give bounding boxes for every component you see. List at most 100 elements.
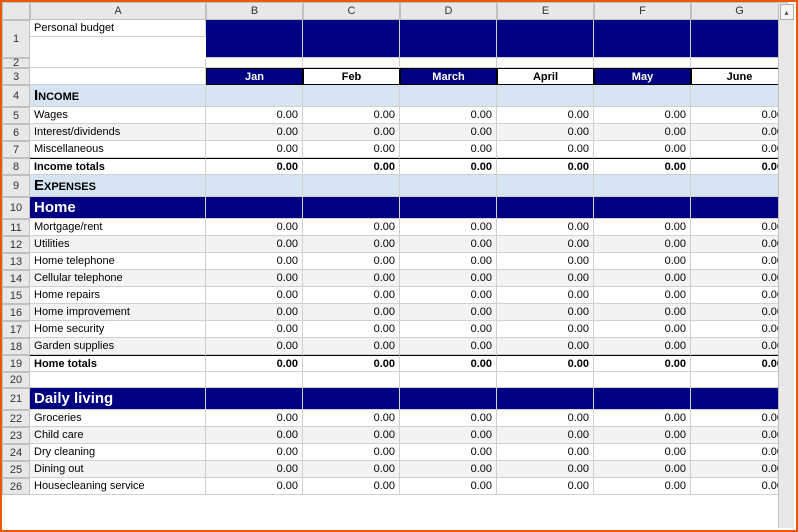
- data-cell[interactable]: 0.00: [497, 141, 594, 158]
- data-cell[interactable]: 0.00: [206, 461, 303, 478]
- data-cell[interactable]: 0.00: [206, 158, 303, 175]
- col-header-F[interactable]: F: [594, 2, 691, 20]
- row-label[interactable]: Cellular telephone: [30, 270, 206, 287]
- data-cell[interactable]: 0.00: [206, 236, 303, 253]
- col-header-G[interactable]: G: [691, 2, 788, 20]
- data-cell[interactable]: 0.00: [303, 124, 400, 141]
- data-cell[interactable]: 0.00: [594, 124, 691, 141]
- data-cell[interactable]: 0.00: [497, 355, 594, 372]
- data-cell[interactable]: 0.00: [206, 107, 303, 124]
- row-header-17[interactable]: 17: [2, 321, 30, 338]
- blank-cell[interactable]: [303, 58, 400, 68]
- data-cell[interactable]: 0.00: [594, 478, 691, 495]
- data-cell[interactable]: 0.00: [303, 270, 400, 287]
- data-cell[interactable]: 0.00: [594, 141, 691, 158]
- data-cell[interactable]: 0.00: [400, 270, 497, 287]
- data-cell[interactable]: 0.00: [303, 304, 400, 321]
- data-cell[interactable]: 0.00: [303, 410, 400, 427]
- month-header-june[interactable]: June: [691, 68, 788, 85]
- data-cell[interactable]: 0.00: [594, 253, 691, 270]
- data-cell[interactable]: 0.00: [691, 124, 788, 141]
- data-cell[interactable]: 0.00: [303, 141, 400, 158]
- month-header-march[interactable]: March: [400, 68, 497, 85]
- data-cell[interactable]: 0.00: [303, 444, 400, 461]
- data-cell[interactable]: 0.00: [691, 338, 788, 355]
- data-cell[interactable]: 0.00: [497, 321, 594, 338]
- data-cell[interactable]: 0.00: [497, 444, 594, 461]
- row-label[interactable]: Groceries: [30, 410, 206, 427]
- data-cell[interactable]: 0.00: [400, 355, 497, 372]
- row-header-22[interactable]: 22: [2, 410, 30, 427]
- row-label[interactable]: Mortgage/rent: [30, 219, 206, 236]
- data-cell[interactable]: 0.00: [303, 478, 400, 495]
- row-header-20[interactable]: 20: [2, 372, 30, 388]
- row-label[interactable]: Housecleaning service: [30, 478, 206, 495]
- data-cell[interactable]: 0.00: [400, 236, 497, 253]
- data-cell[interactable]: 0.00: [303, 287, 400, 304]
- data-cell[interactable]: 0.00: [400, 107, 497, 124]
- blank-cell[interactable]: [691, 372, 788, 388]
- data-cell[interactable]: 0.00: [691, 355, 788, 372]
- select-all[interactable]: [2, 2, 30, 20]
- blank-cell[interactable]: [30, 372, 206, 388]
- col-header-A[interactable]: A: [30, 2, 206, 20]
- data-cell[interactable]: 0.00: [497, 236, 594, 253]
- data-cell[interactable]: 0.00: [206, 355, 303, 372]
- blank-cell[interactable]: [303, 372, 400, 388]
- blank-cell[interactable]: [400, 372, 497, 388]
- row-label[interactable]: Income totals: [30, 158, 206, 175]
- data-cell[interactable]: 0.00: [400, 304, 497, 321]
- row-header-4[interactable]: 4: [2, 85, 30, 107]
- row-header-24[interactable]: 24: [2, 444, 30, 461]
- row-header-5[interactable]: 5: [2, 107, 30, 124]
- row-header-23[interactable]: 23: [2, 427, 30, 444]
- data-cell[interactable]: 0.00: [303, 355, 400, 372]
- row-header-11[interactable]: 11: [2, 219, 30, 236]
- row-header-15[interactable]: 15: [2, 287, 30, 304]
- data-cell[interactable]: 0.00: [594, 287, 691, 304]
- data-cell[interactable]: 0.00: [303, 461, 400, 478]
- data-cell[interactable]: 0.00: [400, 461, 497, 478]
- row-header-12[interactable]: 12: [2, 236, 30, 253]
- row-header-21[interactable]: 21: [2, 388, 30, 410]
- data-cell[interactable]: 0.00: [206, 427, 303, 444]
- data-cell[interactable]: 0.00: [400, 124, 497, 141]
- data-cell[interactable]: 0.00: [400, 287, 497, 304]
- blank-cell[interactable]: [594, 58, 691, 68]
- data-cell[interactable]: 0.00: [206, 124, 303, 141]
- row-label[interactable]: Home repairs: [30, 287, 206, 304]
- row-label[interactable]: Interest/dividends: [30, 124, 206, 141]
- data-cell[interactable]: 0.00: [400, 321, 497, 338]
- data-cell[interactable]: 0.00: [400, 141, 497, 158]
- data-cell[interactable]: 0.00: [400, 338, 497, 355]
- data-cell[interactable]: 0.00: [206, 304, 303, 321]
- data-cell[interactable]: 0.00: [594, 444, 691, 461]
- blank-cell[interactable]: [691, 58, 788, 68]
- blank-cell[interactable]: [206, 372, 303, 388]
- row-label[interactable]: Miscellaneous: [30, 141, 206, 158]
- data-cell[interactable]: 0.00: [691, 304, 788, 321]
- row-header-13[interactable]: 13: [2, 253, 30, 270]
- row-header-19[interactable]: 19: [2, 355, 30, 372]
- data-cell[interactable]: 0.00: [206, 444, 303, 461]
- month-header-feb[interactable]: Feb: [303, 68, 400, 85]
- data-cell[interactable]: 0.00: [497, 253, 594, 270]
- col-header-D[interactable]: D: [400, 2, 497, 20]
- data-cell[interactable]: 0.00: [303, 253, 400, 270]
- data-cell[interactable]: 0.00: [303, 158, 400, 175]
- data-cell[interactable]: 0.00: [206, 287, 303, 304]
- data-cell[interactable]: 0.00: [594, 410, 691, 427]
- data-cell[interactable]: 0.00: [497, 124, 594, 141]
- row-label[interactable]: Garden supplies: [30, 338, 206, 355]
- data-cell[interactable]: 0.00: [303, 107, 400, 124]
- data-cell[interactable]: 0.00: [594, 236, 691, 253]
- cell-A3[interactable]: [30, 68, 206, 85]
- data-cell[interactable]: 0.00: [400, 219, 497, 236]
- data-cell[interactable]: 0.00: [691, 427, 788, 444]
- blank-cell[interactable]: [206, 58, 303, 68]
- data-cell[interactable]: 0.00: [594, 355, 691, 372]
- month-header-april[interactable]: April: [497, 68, 594, 85]
- row-header-26[interactable]: 26: [2, 478, 30, 495]
- row-label[interactable]: Dry cleaning: [30, 444, 206, 461]
- row-label[interactable]: Wages: [30, 107, 206, 124]
